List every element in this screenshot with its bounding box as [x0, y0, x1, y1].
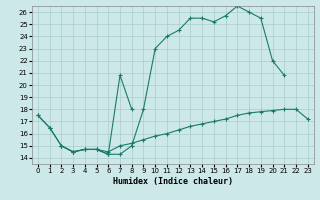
X-axis label: Humidex (Indice chaleur): Humidex (Indice chaleur): [113, 177, 233, 186]
